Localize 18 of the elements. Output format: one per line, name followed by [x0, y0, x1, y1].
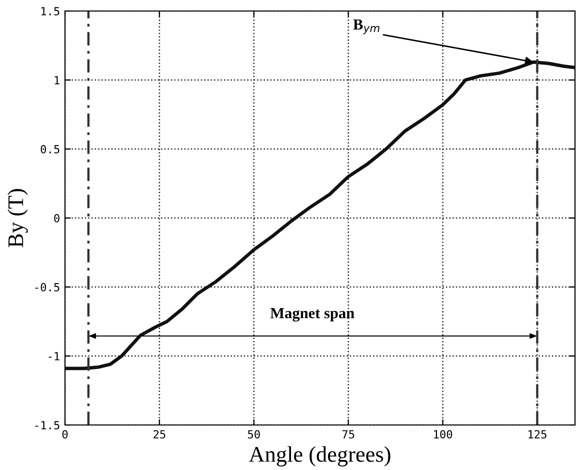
annotation: B$_{ym}$	[353, 19, 380, 34]
x-axis-title: Angle (degrees)	[248, 446, 390, 466]
x-tick-label: 75	[342, 430, 354, 439]
x-tick-label: 100	[434, 430, 452, 439]
y-axis-title: By (T)	[8, 189, 28, 248]
y-tick-label: 0	[54, 214, 60, 222]
line-series	[65, 60, 575, 370]
y-tick-label: -1.5	[35, 421, 60, 430]
x-tick-label: 50	[248, 430, 260, 439]
y-tick-label: 1.5	[41, 7, 60, 16]
y-tick-label: 0.5	[40, 145, 60, 154]
annotation: Magnet span	[270, 308, 354, 322]
x-tick-label: 25	[154, 430, 166, 439]
x-tick-label: 125	[528, 430, 546, 439]
y-tick-label: -1	[48, 352, 60, 360]
y-tick-label: 1	[54, 76, 60, 84]
y-tick-label: -0.5	[35, 283, 60, 292]
x-tick-label: 0	[62, 430, 68, 439]
